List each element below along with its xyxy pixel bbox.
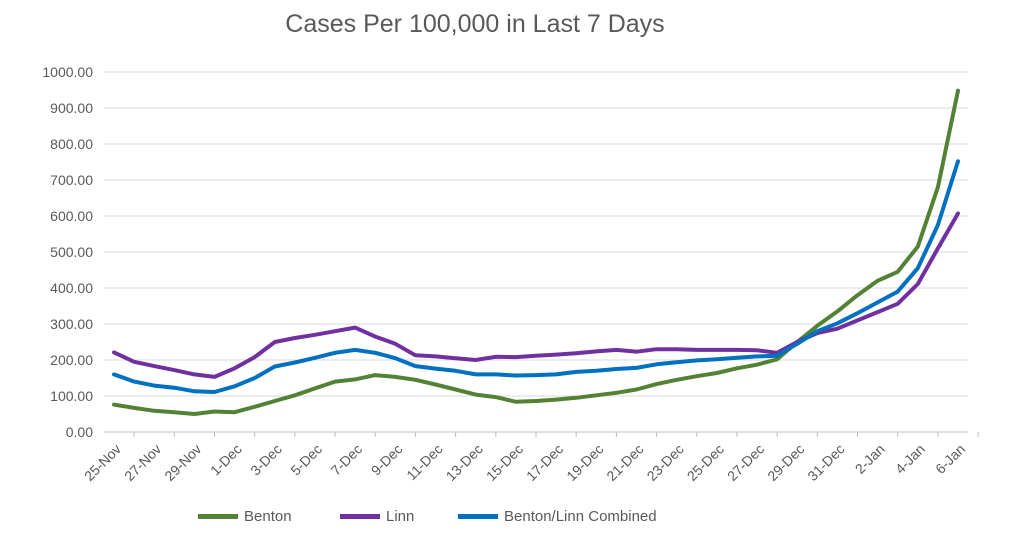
- series-line-benton: [112, 88, 960, 416]
- gridlines: [104, 71, 968, 397]
- tick-labels: 0.00 100.00 200.00 300.00 400.00 500.00 600.00…: [42, 64, 968, 484]
- x-tick-label: 7-Dec: [328, 441, 366, 479]
- x-tick-label: 3-Dec: [247, 441, 285, 479]
- y-tick-label: 0.00: [66, 424, 93, 440]
- y-tick-label: 300.00: [50, 316, 93, 332]
- x-tick-label: 23-Dec: [644, 441, 687, 484]
- x-tick-label: 29-Nov: [161, 441, 204, 484]
- x-tick-label: 25-Dec: [684, 441, 727, 484]
- legend-item: Benton: [198, 508, 292, 525]
- x-tick-label: 15-Dec: [483, 441, 526, 484]
- y-tick-label: 100.00: [50, 388, 93, 404]
- x-tick-label: 19-Dec: [563, 441, 606, 484]
- legend-swatch: [340, 514, 380, 519]
- y-tick-label: 1000.00: [42, 64, 93, 80]
- y-tick-label: 700.00: [50, 172, 93, 188]
- y-tick-label: 900.00: [50, 100, 93, 116]
- y-tick-label: 500.00: [50, 244, 93, 260]
- legend-swatch: [458, 514, 498, 519]
- legend-label: Linn: [386, 508, 415, 525]
- y-tick-label: 400.00: [50, 280, 93, 296]
- x-tick-label: 5-Dec: [287, 441, 325, 479]
- chart-title: Cases Per 100,000 in Last 7 Days: [285, 10, 665, 38]
- y-tick-label: 800.00: [50, 136, 93, 152]
- legend-item: Benton/Linn Combined: [458, 508, 657, 525]
- x-tick-label: 11-Dec: [403, 441, 445, 483]
- series-line-benton-linn-combined: [112, 159, 960, 394]
- legend: Benton Linn Benton/Linn Combined: [0, 508, 1024, 530]
- y-tick-label: 200.00: [50, 352, 93, 368]
- y-tick-label: 600.00: [50, 208, 93, 224]
- x-tick-label: 29-Dec: [764, 441, 807, 484]
- axes: [104, 431, 979, 437]
- x-tick-label: 27-Nov: [121, 441, 164, 484]
- legend-label: Benton/Linn Combined: [504, 508, 657, 525]
- x-tick-label: 2-Jan: [852, 441, 888, 477]
- x-tick-label: 25-Nov: [81, 441, 124, 484]
- x-tick-label: 1-Dec: [207, 441, 245, 479]
- series-line-linn: [112, 211, 960, 379]
- x-tick-label: 21-Dec: [603, 441, 646, 484]
- x-tick-label: 13-Dec: [443, 441, 486, 484]
- legend-label: Benton: [244, 508, 292, 525]
- x-tick-label: 9-Dec: [368, 441, 406, 479]
- legend-item: Linn: [340, 508, 414, 525]
- x-tick-label: 4-Jan: [892, 441, 928, 477]
- legend-swatch: [198, 514, 238, 519]
- x-tick-label: 31-Dec: [804, 441, 847, 484]
- series-lines: [112, 88, 960, 416]
- x-tick-label: 17-Dec: [523, 441, 566, 484]
- x-tick-label: 27-Dec: [724, 441, 767, 484]
- x-tick-label: 6-Jan: [932, 441, 968, 477]
